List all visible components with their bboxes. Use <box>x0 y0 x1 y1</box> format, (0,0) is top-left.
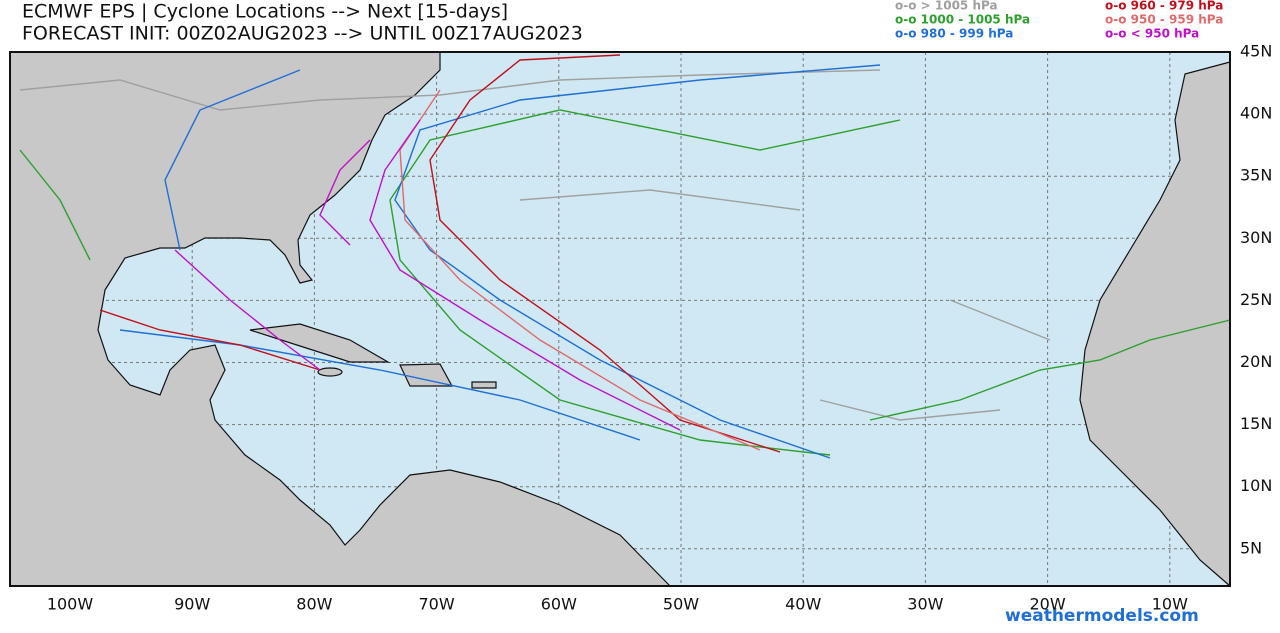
latitude-label: 40N <box>1240 104 1272 123</box>
longitude-label: 30W <box>907 595 943 614</box>
track <box>429 54 781 453</box>
latitude-label: 25N <box>1240 290 1272 309</box>
track <box>119 69 641 441</box>
track <box>399 89 761 451</box>
legend-entry: o-o 1000 - 1005 hPa <box>895 13 1030 27</box>
longitude-label: 10W <box>1152 595 1188 614</box>
track <box>99 309 321 371</box>
legend-entry: o-o 960 - 979 hPa <box>1105 0 1223 13</box>
map-frame <box>9 51 1231 587</box>
track <box>394 64 881 459</box>
cuba <box>249 323 391 363</box>
americas <box>9 51 672 587</box>
track <box>174 119 681 431</box>
longitude-label: 90W <box>174 595 210 614</box>
legend-entry: o-o > 1005 hPa <box>895 0 998 13</box>
latitude-label: 30N <box>1240 228 1272 247</box>
track <box>389 109 901 456</box>
africa-europe <box>1079 61 1231 588</box>
storm-tracks <box>19 54 1231 459</box>
legend-entry: o-o 980 - 999 hPa <box>895 27 1013 41</box>
latitude-label: 35N <box>1240 166 1272 185</box>
latitude-label: 5N <box>1240 538 1262 557</box>
longitude-label: 80W <box>296 595 332 614</box>
latitude-label: 10N <box>1240 476 1272 495</box>
longitude-label: 40W <box>785 595 821 614</box>
legend-entry: o-o 950 - 959 hPa <box>1105 13 1223 27</box>
track <box>19 149 1231 421</box>
longitude-label: 50W <box>663 595 699 614</box>
longitude-label: 60W <box>541 595 577 614</box>
puerto-rico <box>471 381 497 389</box>
watermark: weathermodels.com <box>1005 606 1199 626</box>
track <box>519 189 1051 421</box>
jamaica <box>317 367 343 377</box>
track <box>19 69 881 111</box>
longitude-label: 20W <box>1030 595 1066 614</box>
longitude-label: 70W <box>419 595 455 614</box>
latitude-label: 20N <box>1240 352 1272 371</box>
latitude-label: 15N <box>1240 414 1272 433</box>
track <box>319 139 371 246</box>
title: ECMWF EPS | Cyclone Locations --> Next [… <box>22 1 508 23</box>
longitude-label: 100W <box>47 595 94 614</box>
subtitle: FORECAST INIT: 00Z02AUG2023 --> UNTIL 00… <box>22 23 583 45</box>
latitude-label: 45N <box>1240 42 1272 61</box>
legend-entry: o-o < 950 hPa <box>1105 27 1199 41</box>
grid <box>10 52 1230 586</box>
